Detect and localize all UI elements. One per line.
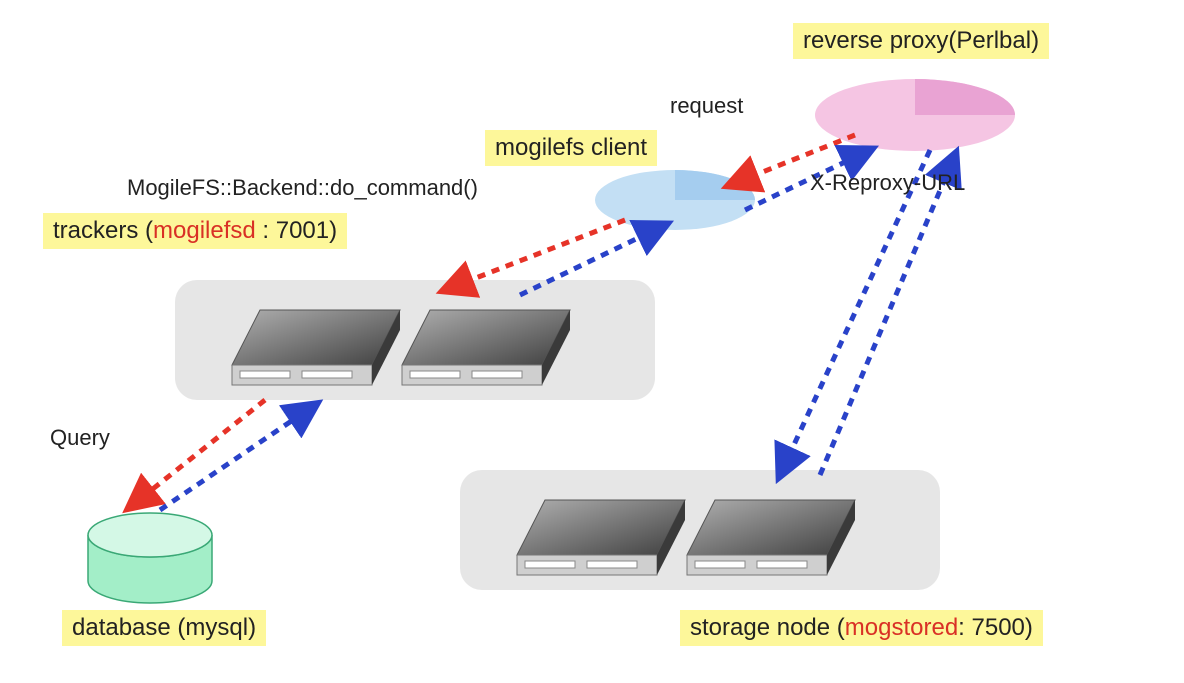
storage-server-2	[687, 500, 855, 575]
label-query: Query	[50, 425, 110, 451]
arrow-4	[130, 400, 265, 507]
label-x_reproxy-part: X-Reproxy-URL	[810, 170, 965, 195]
label-request: request	[670, 93, 743, 119]
arrow-7	[820, 155, 955, 475]
diagram-stage: reverse proxy(Perlbal) request mogilefs cl…	[0, 0, 1184, 683]
label-reverse_proxy-part: reverse proxy(Perlbal)	[803, 27, 1039, 54]
label-trackers: trackers (mogilefsd : 7001)	[43, 213, 347, 249]
label-query-part: Query	[50, 425, 110, 450]
storage-server-1	[517, 500, 685, 575]
label-trackers-part: trackers (	[53, 217, 153, 244]
tracker-server-2	[402, 310, 570, 385]
label-storage_node: storage node (mogstored: 7500)	[680, 610, 1043, 646]
arrow-6	[780, 150, 930, 475]
label-storage_node-part: : 7500)	[958, 614, 1033, 641]
label-mogilefs_client-part: mogilefs client	[495, 134, 647, 161]
tracker-server-1	[232, 310, 400, 385]
label-database: database (mysql)	[62, 610, 266, 646]
label-do_command: MogileFS::Backend::do_command()	[127, 175, 478, 201]
label-reverse_proxy: reverse proxy(Perlbal)	[793, 23, 1049, 59]
database-cylinder	[88, 513, 212, 603]
label-storage_node-part: mogstored	[845, 614, 958, 641]
arrow-2	[445, 220, 625, 290]
reverse-proxy-ellipse	[815, 79, 1015, 151]
label-trackers-part: mogilefsd	[153, 217, 256, 244]
label-trackers-part: : 7001)	[256, 217, 337, 244]
label-storage_node-part: storage node (	[690, 614, 845, 641]
label-database-part: database (mysql)	[72, 614, 256, 641]
label-request-part: request	[670, 93, 743, 118]
label-x_reproxy: X-Reproxy-URL	[810, 170, 965, 196]
label-do_command-part: MogileFS::Backend::do_command()	[127, 175, 478, 200]
diagram-canvas	[0, 0, 1184, 683]
label-mogilefs_client: mogilefs client	[485, 130, 657, 166]
